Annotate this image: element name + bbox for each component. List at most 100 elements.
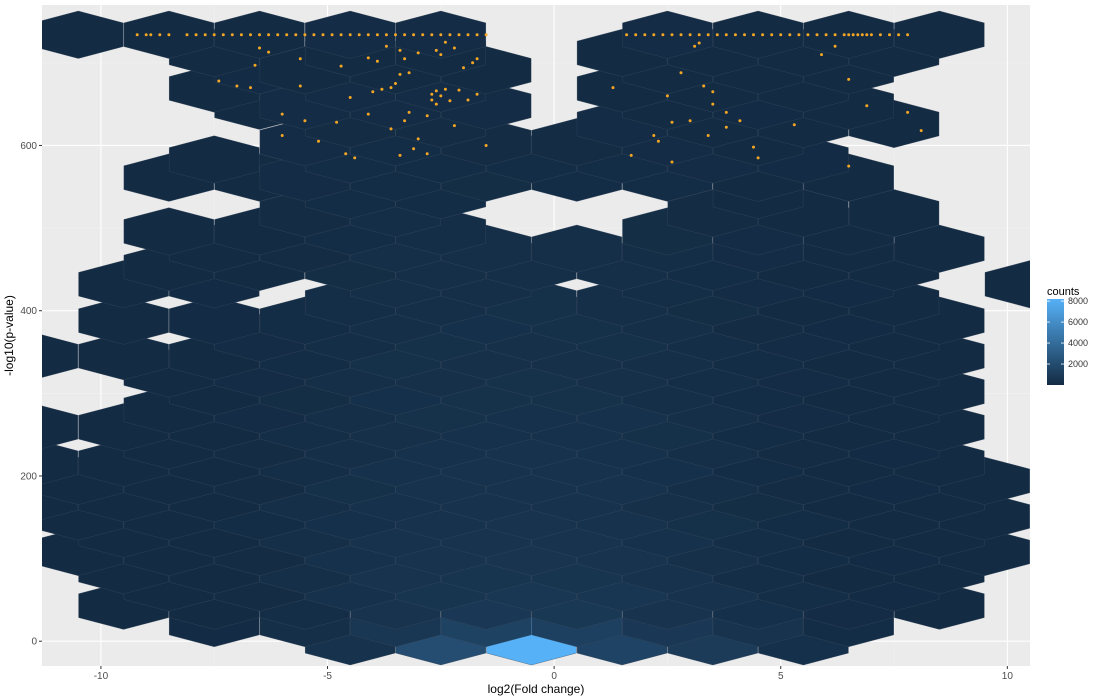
highlighted-point <box>715 33 719 37</box>
highlighted-point <box>847 164 851 168</box>
highlighted-point <box>366 56 370 60</box>
highlighted-point <box>434 102 438 106</box>
highlighted-point <box>448 33 452 37</box>
highlighted-point <box>267 50 271 54</box>
highlighted-point <box>258 46 261 50</box>
highlighted-point <box>407 110 411 114</box>
highlighted-point <box>312 33 316 37</box>
hex-cell <box>42 441 79 485</box>
highlighted-point <box>425 152 429 156</box>
highlighted-point <box>743 33 746 37</box>
hex-cell <box>1030 457 1100 505</box>
highlighted-point <box>239 33 243 37</box>
highlighted-point <box>670 120 674 124</box>
highlighted-point <box>158 33 162 37</box>
highlighted-point <box>285 33 289 37</box>
highlighted-point <box>357 33 361 37</box>
highlighted-point <box>421 33 425 37</box>
highlighted-point <box>888 33 891 37</box>
highlighted-point <box>375 59 379 63</box>
hex-cell <box>78 332 169 381</box>
highlighted-point <box>679 33 683 37</box>
hex-cell <box>169 296 260 345</box>
highlighted-point <box>629 153 633 157</box>
highlighted-point <box>403 119 407 123</box>
y-tick-label: 400 <box>20 306 37 317</box>
highlighted-point <box>371 90 375 94</box>
highlighted-point <box>394 33 397 37</box>
highlighted-point <box>711 90 715 94</box>
legend-tick-label: 6000 <box>1068 317 1088 327</box>
highlighted-point <box>724 33 728 37</box>
highlighted-point <box>906 33 910 37</box>
highlighted-point <box>847 33 851 37</box>
highlighted-point <box>149 33 153 37</box>
highlighted-point <box>217 79 221 83</box>
legend-colorbar <box>1047 299 1064 385</box>
highlighted-point <box>221 33 225 37</box>
highlighted-point <box>416 51 420 55</box>
highlighted-point <box>443 87 447 91</box>
highlighted-point <box>756 156 760 160</box>
highlighted-point <box>384 44 388 48</box>
highlighted-point <box>403 57 407 61</box>
hexbin-cells <box>42 10 1100 666</box>
highlighted-point <box>761 33 765 37</box>
highlighted-point <box>475 33 479 37</box>
hex-cell <box>169 135 260 184</box>
hex-cell <box>894 10 985 59</box>
highlighted-point <box>878 33 882 37</box>
highlighted-point <box>643 33 647 37</box>
highlighted-point <box>267 33 271 37</box>
highlighted-point <box>752 33 755 37</box>
highlighted-point <box>724 110 728 114</box>
highlighted-point <box>679 71 683 75</box>
y-axis-title: -log10(p-value) <box>2 295 16 376</box>
y-axis: 0 200 400 600 <box>20 141 42 648</box>
highlighted-point <box>348 33 352 37</box>
highlighted-point <box>475 57 479 61</box>
highlighted-point <box>203 33 207 37</box>
highlighted-point <box>856 33 860 37</box>
highlighted-point <box>797 33 801 37</box>
highlighted-point <box>253 63 257 67</box>
legend-tick-label: 4000 <box>1068 338 1088 348</box>
highlighted-point <box>167 33 171 37</box>
highlighted-point <box>448 99 452 103</box>
highlighted-point <box>303 33 307 37</box>
x-axis: -10 -5 0 5 10 <box>94 666 1014 682</box>
highlighted-point <box>656 139 660 143</box>
highlighted-point <box>135 33 139 37</box>
highlighted-point <box>842 33 846 37</box>
highlighted-point <box>652 33 656 37</box>
highlighted-point <box>688 33 692 37</box>
highlighted-point <box>770 33 774 37</box>
x-tick-label: 10 <box>1002 671 1014 682</box>
highlighted-point <box>906 110 910 114</box>
highlighted-point <box>611 86 615 90</box>
highlighted-point <box>384 33 388 37</box>
highlighted-point <box>339 33 343 37</box>
highlighted-point <box>298 84 302 88</box>
highlighted-point <box>824 33 828 37</box>
highlighted-point <box>752 145 755 149</box>
highlighted-point <box>688 119 692 123</box>
highlighted-point <box>833 33 837 37</box>
highlighted-point <box>484 33 488 37</box>
highlighted-point <box>194 33 198 37</box>
highlighted-point <box>425 114 429 118</box>
highlighted-point <box>452 46 456 50</box>
highlighted-point <box>398 48 402 52</box>
highlighted-point <box>439 94 443 98</box>
highlighted-point <box>779 33 783 37</box>
highlighted-point <box>724 125 728 129</box>
highlighted-point <box>670 160 674 164</box>
highlighted-point <box>860 33 864 37</box>
x-tick-label: -10 <box>94 671 109 682</box>
y-tick-label: 200 <box>20 471 37 482</box>
highlighted-point <box>471 61 475 65</box>
legend-tick-label: 8000 <box>1068 296 1088 306</box>
highlighted-point <box>865 104 869 108</box>
hex-cell <box>622 10 713 59</box>
